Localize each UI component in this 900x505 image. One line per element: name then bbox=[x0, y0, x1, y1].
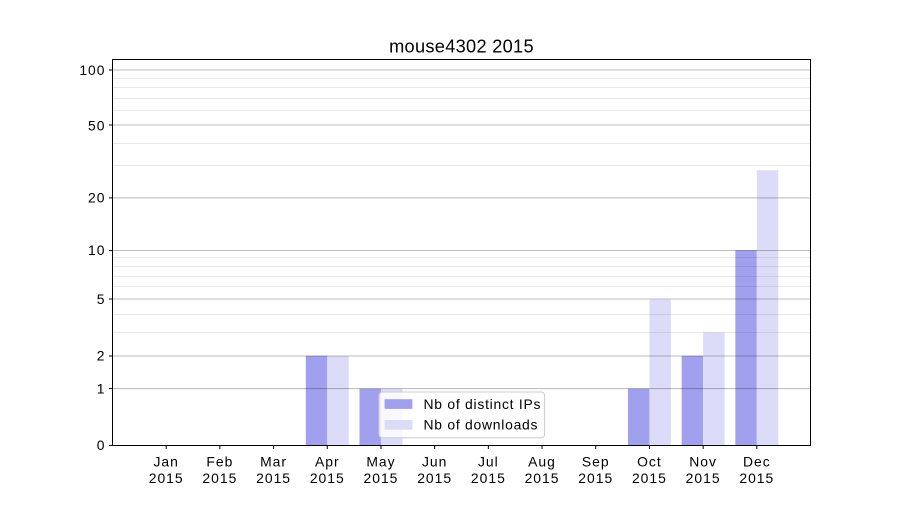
svg-text:2015: 2015 bbox=[632, 470, 667, 486]
svg-text:2015: 2015 bbox=[364, 470, 399, 486]
svg-text:Nb of downloads: Nb of downloads bbox=[424, 417, 539, 433]
svg-text:0: 0 bbox=[97, 437, 106, 453]
svg-text:50: 50 bbox=[88, 117, 105, 133]
svg-text:2015: 2015 bbox=[739, 470, 774, 486]
svg-text:Nov: Nov bbox=[689, 454, 717, 470]
svg-text:Nb of distinct IPs: Nb of distinct IPs bbox=[424, 396, 542, 412]
svg-text:Mar: Mar bbox=[260, 454, 287, 470]
svg-text:5: 5 bbox=[97, 291, 106, 307]
svg-text:Apr: Apr bbox=[315, 454, 340, 470]
svg-text:Aug: Aug bbox=[528, 454, 556, 470]
svg-text:2015: 2015 bbox=[525, 470, 560, 486]
svg-text:mouse4302 2015: mouse4302 2015 bbox=[389, 37, 534, 57]
svg-text:Jun: Jun bbox=[422, 454, 447, 470]
svg-text:2015: 2015 bbox=[149, 470, 184, 486]
svg-text:2015: 2015 bbox=[256, 470, 291, 486]
svg-text:1: 1 bbox=[97, 381, 106, 397]
svg-text:Jan: Jan bbox=[153, 454, 178, 470]
svg-text:2015: 2015 bbox=[310, 470, 345, 486]
svg-text:Feb: Feb bbox=[206, 454, 233, 470]
svg-text:2: 2 bbox=[97, 348, 106, 364]
svg-text:Jul: Jul bbox=[478, 454, 499, 470]
svg-text:10: 10 bbox=[88, 242, 105, 258]
svg-text:2015: 2015 bbox=[417, 470, 452, 486]
svg-text:2015: 2015 bbox=[686, 470, 721, 486]
svg-text:100: 100 bbox=[79, 62, 105, 78]
svg-text:2015: 2015 bbox=[202, 470, 237, 486]
svg-text:2015: 2015 bbox=[471, 470, 506, 486]
svg-text:20: 20 bbox=[88, 189, 105, 205]
svg-text:Sep: Sep bbox=[582, 454, 610, 470]
svg-text:2015: 2015 bbox=[578, 470, 613, 486]
svg-text:Oct: Oct bbox=[637, 454, 662, 470]
svg-text:Dec: Dec bbox=[743, 454, 771, 470]
svg-text:May: May bbox=[366, 454, 395, 470]
